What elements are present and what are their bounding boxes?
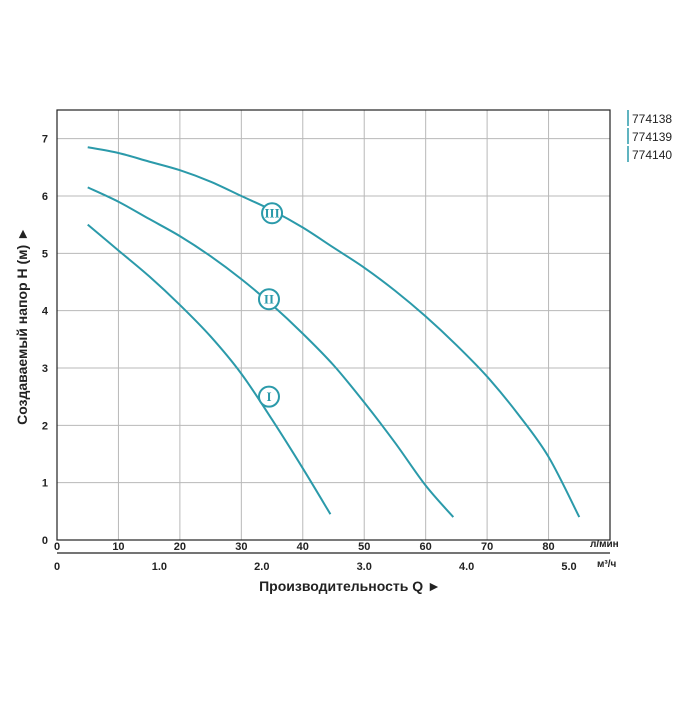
x-tick-label: 30 (235, 541, 247, 553)
curve-label-iii: III (261, 202, 284, 225)
x-tick-label: 0 (54, 541, 60, 553)
x-tick-labels: 0 10 20 30 40 50 60 70 80 (54, 541, 555, 553)
x2-tick-label: 3.0 (357, 561, 372, 573)
y-tick-label: 4 (42, 306, 49, 318)
legend-entry: 774138 (632, 112, 672, 126)
x2-tick-label: 1.0 (152, 561, 167, 573)
x-tick-label: 70 (481, 541, 493, 553)
x2-tick-label: 4.0 (459, 561, 474, 573)
x-unit-label: л/мин (590, 539, 619, 550)
curve-label-ii: II (257, 288, 280, 311)
legend-entry: 774140 (632, 148, 672, 162)
y-tick-label: 2 (42, 420, 48, 432)
curve-label-text: I (266, 389, 271, 404)
y-tick-labels: 0 1 2 3 4 5 6 7 (42, 134, 49, 547)
y-tick-label: 5 (42, 248, 48, 260)
x-tick-label: 50 (358, 541, 370, 553)
curves (87, 146, 581, 518)
y-tick-label: 6 (42, 191, 48, 203)
x2-tick-label: 2.0 (254, 561, 269, 573)
y-tick-label: 0 (42, 535, 48, 547)
x-tick-label: 40 (297, 541, 309, 553)
curve-label-text: II (264, 292, 274, 307)
legend-entry: 774139 (632, 130, 672, 144)
grid (57, 110, 610, 554)
x-tick-label: 80 (542, 541, 554, 553)
series-curve-i (87, 223, 332, 515)
x2-tick-label: 0 (54, 561, 60, 573)
x2-tick-label: 5.0 (561, 561, 576, 573)
plot-frame (56, 109, 611, 541)
x2-unit-label: м³/ч (597, 559, 617, 570)
y-tick-label: 1 (42, 478, 48, 490)
y-tick-label: 7 (42, 134, 48, 146)
y-tick-label: 3 (42, 363, 48, 375)
series-curve-iii (87, 146, 581, 518)
legend: 774138 774139 774140 (627, 110, 672, 162)
x-tick-label: 60 (420, 541, 432, 553)
x-tick-label: 20 (174, 541, 186, 553)
y-axis-title: Создаваемый напор H (м) ► (14, 227, 30, 425)
x2-tick-labels: 0 1.0 2.0 3.0 4.0 5.0 (54, 561, 577, 573)
x-axis-title: Производительность Q ► (259, 578, 441, 594)
x-tick-label: 10 (112, 541, 124, 553)
curve-label-i: I (257, 385, 280, 408)
series-curve-ii (87, 186, 455, 518)
curve-label-text: III (264, 206, 279, 221)
